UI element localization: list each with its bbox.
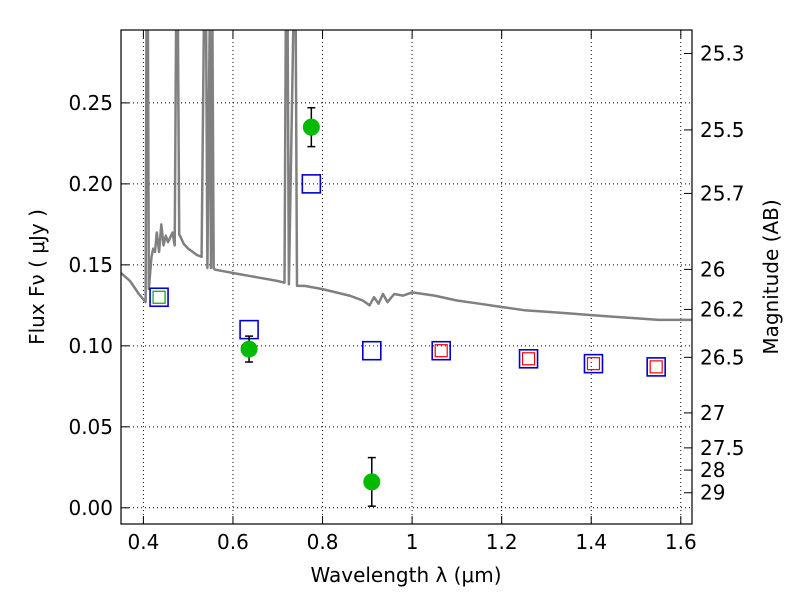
y-tick-label: 0.25 (68, 91, 113, 115)
measured-point (240, 340, 258, 358)
ticks: 0.4 0.6 0.8 1 1.2 1.4 1.6 0.00 0.05 0.10 0.15 0.20 0… (68, 30, 745, 554)
model-point (149, 287, 169, 308)
axes-frame-rect (120, 29, 693, 525)
right-tick-label: 25.5 (700, 118, 745, 142)
x-tick-label: 0.4 (127, 530, 159, 554)
spectrum-line (121, 30, 692, 322)
y-tick-label: 0.15 (68, 253, 113, 277)
model-point (431, 340, 452, 361)
right-tick-label: 26 (700, 257, 725, 281)
right-tick-label: 28 (700, 458, 725, 482)
spectrum-series (121, 30, 692, 322)
right-tick-label: 27 (700, 401, 725, 425)
right-tick-label: 27.5 (700, 436, 745, 460)
y-tick-label: 0.05 (68, 415, 113, 439)
x-tick-label: 1.6 (665, 530, 697, 554)
right-tick-label: 25.3 (700, 41, 745, 65)
measured-point (363, 473, 381, 491)
right-tick-label: 26.5 (700, 345, 745, 369)
model-point (518, 348, 539, 369)
inner-point (586, 357, 601, 371)
y-tick-label: 0.10 (68, 334, 113, 358)
right-tick-label: 26.2 (700, 297, 745, 321)
right-axis-label: Magnitude (AB) (759, 199, 783, 354)
x-axis-label: Wavelength λ (μm) (310, 563, 501, 587)
model-point (361, 340, 382, 361)
x-tick-label: 0.6 (217, 530, 249, 554)
marker-series (149, 106, 666, 507)
y-tick-label: 0.00 (68, 496, 113, 520)
measured-point (302, 118, 320, 136)
x-tick-label: 1.2 (486, 530, 518, 554)
model-point (301, 174, 322, 194)
y-tick-label: 0.20 (68, 172, 113, 196)
y-axis-label: Flux Fν ( μJy ) (25, 209, 49, 345)
axes-frame (120, 29, 693, 525)
model-point (646, 357, 666, 377)
inner-point (152, 290, 166, 304)
inner-point (649, 360, 663, 374)
inner-point (521, 352, 536, 366)
x-tick-label: 0.8 (307, 530, 339, 554)
x-tick-label: 1.4 (575, 530, 607, 554)
inner-point (434, 344, 448, 358)
right-tick-label: 25.7 (700, 181, 745, 205)
right-tick-label: 29 (700, 481, 725, 505)
x-tick-label: 1 (406, 530, 419, 554)
model-point (583, 353, 604, 374)
